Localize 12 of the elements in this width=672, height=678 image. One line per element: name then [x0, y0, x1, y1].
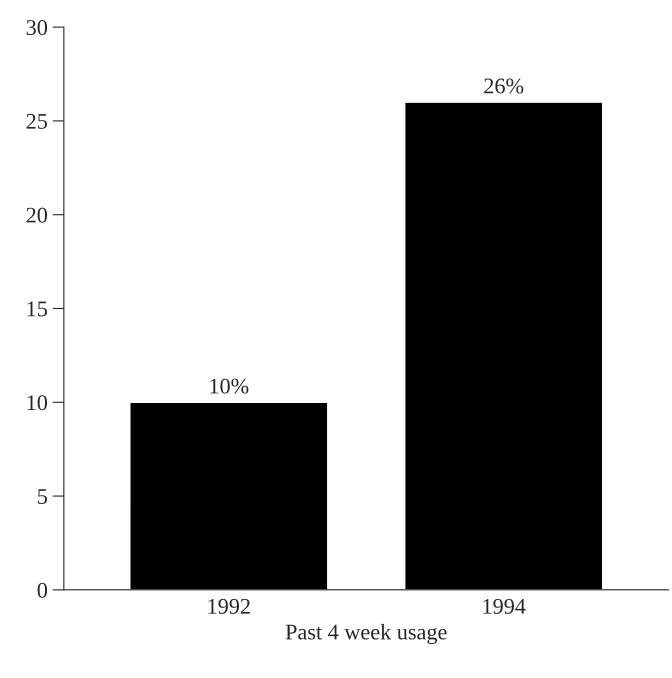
x-tick-label: 1992 [208, 598, 250, 614]
y-tick-label: 30 [26, 20, 48, 36]
x-axis-title: Past 4 week usage [286, 624, 447, 644]
y-tick-label: 25 [26, 114, 47, 129]
y-tick-label: 5 [38, 489, 47, 504]
y-tick-label: 0 [38, 582, 48, 598]
x-tick-label: 1994 [483, 598, 526, 614]
data-label: 26% [484, 78, 524, 94]
y-tick-label: 15 [28, 302, 47, 316]
data-label: 10% [210, 378, 248, 394]
y-tick-label: 20 [26, 208, 48, 223]
y-tick-label: 10 [28, 395, 48, 410]
